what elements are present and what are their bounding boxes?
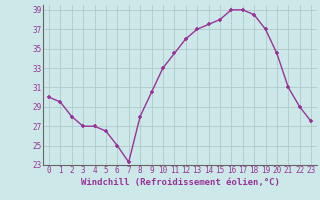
X-axis label: Windchill (Refroidissement éolien,°C): Windchill (Refroidissement éolien,°C) bbox=[81, 178, 279, 187]
